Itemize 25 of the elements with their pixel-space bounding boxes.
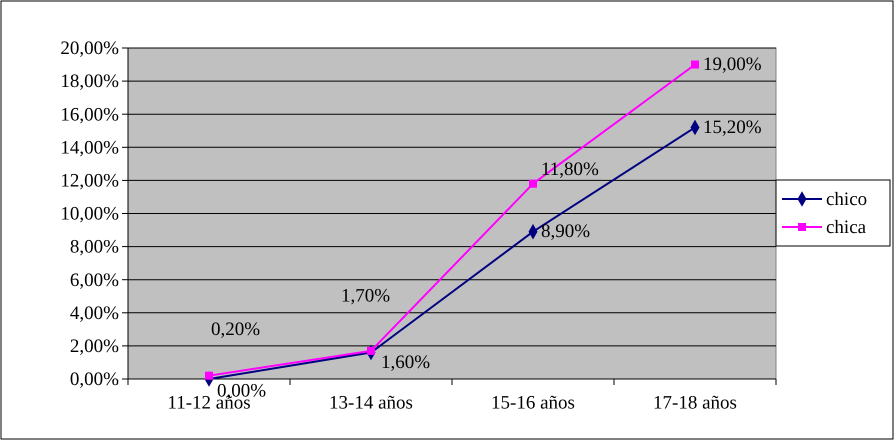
data-label: 1,60% — [381, 352, 430, 374]
y-tick-label: 2,00% — [70, 336, 120, 357]
x-tick-label: 15-16 años — [491, 392, 575, 414]
y-tick-label: 18,00% — [60, 71, 120, 92]
y-tick-label: 16,00% — [60, 104, 120, 126]
y-tick-label: 14,00% — [60, 137, 120, 158]
point — [691, 60, 699, 69]
y-tick-label: 20,00% — [60, 38, 120, 60]
x-tick-label: 13-14 años — [329, 392, 413, 414]
y-tick-label: 4,00% — [70, 302, 120, 324]
data-label: 15,20% — [703, 116, 762, 138]
data-label: 1,70% — [341, 285, 390, 306]
legend-label: chico — [826, 189, 868, 210]
legend-label: chica — [826, 217, 867, 238]
data-label: 19,00% — [703, 54, 762, 76]
y-tick-label: 6,00% — [70, 270, 120, 291]
y-tick-label: 8,00% — [70, 236, 120, 258]
y-tick-label: 12,00% — [60, 170, 120, 192]
data-label: 0,20% — [211, 319, 260, 340]
x-tick-label: 17-18 años — [653, 392, 737, 414]
y-tick-label: 10,00% — [60, 204, 120, 225]
y-tick-label: 0,00% — [70, 369, 120, 390]
point — [529, 180, 537, 188]
point — [367, 346, 375, 355]
data-label: 8,90% — [541, 221, 590, 242]
